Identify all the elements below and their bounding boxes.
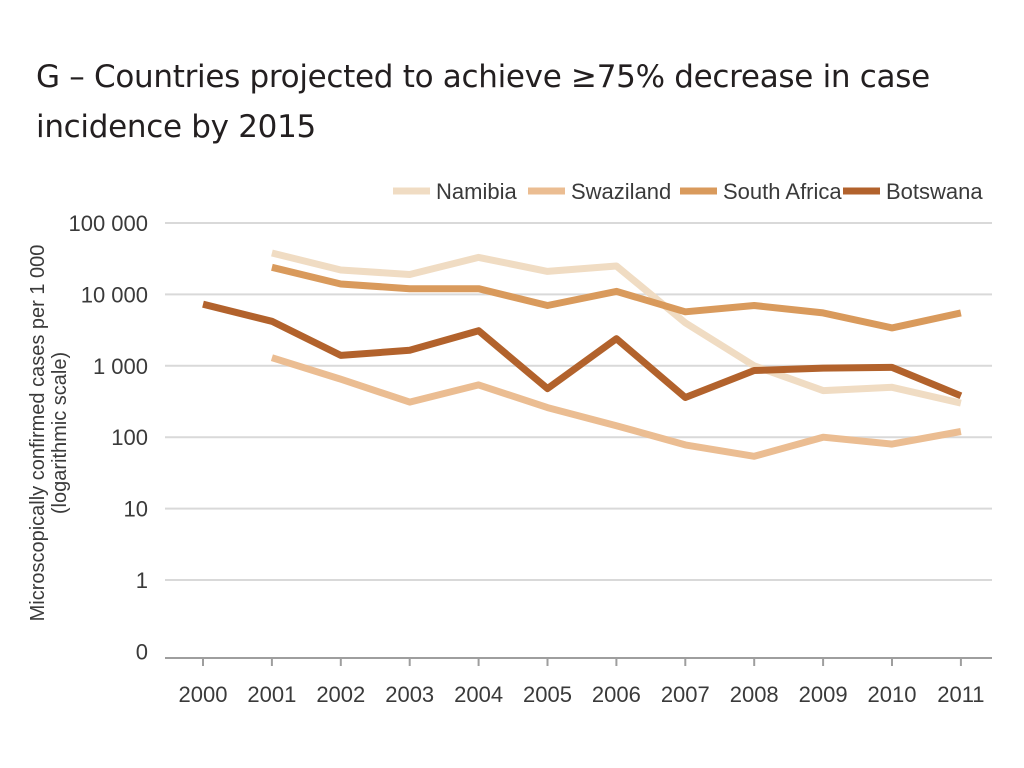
x-tick-label: 2006 bbox=[592, 682, 641, 707]
series-line-swaziland bbox=[270, 354, 962, 460]
y-axis-label-line: Microscopically confirmed cases per 1 00… bbox=[27, 245, 49, 622]
legend-label: Namibia bbox=[436, 179, 517, 204]
x-tick-label: 2002 bbox=[316, 682, 365, 707]
x-tick-label: 2007 bbox=[661, 682, 710, 707]
gridlines: 0 1 10 100 1 000 10 000 100 000 bbox=[68, 211, 992, 664]
x-tick-label: 2000 bbox=[179, 682, 228, 707]
legend: Namibia Swaziland South Africa Botswana bbox=[393, 179, 983, 204]
chart-title: G – Countries projected to achieve ≥75% … bbox=[36, 59, 930, 145]
x-tick-label: 2010 bbox=[868, 682, 917, 707]
x-tick-label: 2005 bbox=[523, 682, 572, 707]
series-lines bbox=[202, 249, 963, 460]
y-tick-label: 1 000 bbox=[93, 354, 148, 379]
legend-label: South Africa bbox=[723, 179, 842, 204]
series-line-south-africa bbox=[271, 263, 962, 332]
y-tick-label: 10 bbox=[124, 497, 148, 522]
series-line-botswana bbox=[202, 300, 963, 401]
x-tick-label: 2003 bbox=[385, 682, 434, 707]
y-tick-label: 100 bbox=[111, 425, 148, 450]
y-tick-label: 10 000 bbox=[81, 282, 148, 307]
y-axis-label-line: (logarithmic scale) bbox=[49, 352, 71, 514]
x-tick-label: 2001 bbox=[247, 682, 296, 707]
legend-label: Swaziland bbox=[571, 179, 671, 204]
x-tick-label: 2008 bbox=[730, 682, 779, 707]
x-tick-label: 2004 bbox=[454, 682, 503, 707]
y-tick-label: 1 bbox=[136, 568, 148, 593]
x-tick-label: 2009 bbox=[799, 682, 848, 707]
y-axis-label: Microscopically confirmed cases per 1 00… bbox=[27, 245, 71, 622]
x-tick-label: 2011 bbox=[937, 682, 984, 707]
y-tick-label: 100 000 bbox=[68, 211, 148, 236]
x-axis: 2000 2001 2002 2003 2004 2005 2006 2007 2008 2009… bbox=[165, 657, 992, 707]
series-line-namibia bbox=[271, 249, 962, 407]
y-tick-label: 0 bbox=[136, 639, 148, 664]
legend-label: Botswana bbox=[886, 179, 983, 204]
